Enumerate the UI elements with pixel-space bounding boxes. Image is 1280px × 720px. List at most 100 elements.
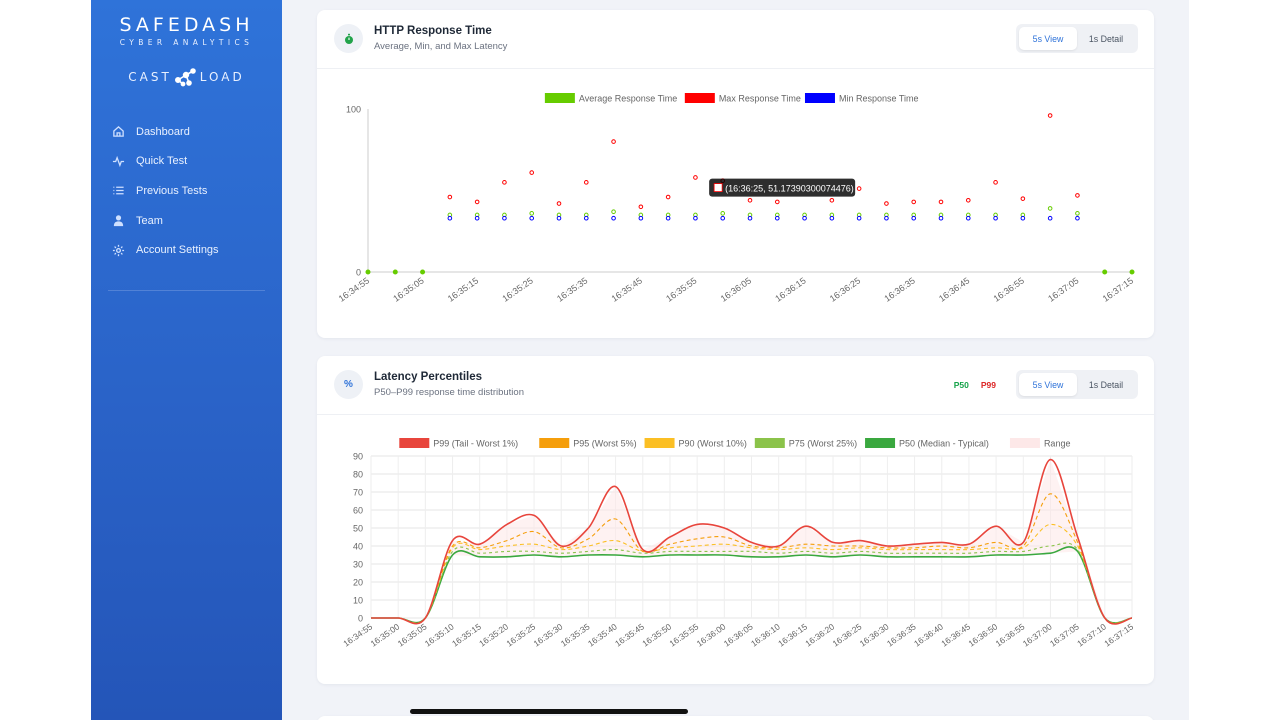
toggle-1s-detail[interactable]: 1s Detail: [1088, 379, 1124, 390]
legend-label: Average Response Time: [579, 94, 677, 104]
x-tick-label: 16:35:25: [500, 275, 534, 303]
sidebar-item-dashboard[interactable]: Dashboard: [111, 117, 271, 147]
legend-item: P99 (Tail - Worst 1%): [399, 438, 518, 449]
data-point: [965, 215, 971, 221]
y-tick-label: 100: [346, 105, 361, 115]
x-tick-label: 16:35:10: [423, 621, 456, 648]
data-point: [1129, 269, 1135, 275]
sidebar: SAFEDASH CYBER ANALYTICS CAST LOAD Dashb…: [91, 0, 282, 720]
data-point: [638, 204, 644, 210]
sidebar-item-label: Team: [136, 214, 163, 227]
stopwatch-icon: [334, 24, 363, 53]
home-indicator: [410, 709, 688, 714]
x-tick-label: 16:36:15: [773, 275, 807, 303]
x-tick-label: 16:36:30: [858, 621, 891, 648]
x-tick-label: 16:35:15: [450, 621, 483, 648]
sidebar-item-quick-test[interactable]: Quick Test: [111, 147, 271, 177]
legend-swatch: [399, 438, 430, 448]
sidebar-item-label: Account Settings: [136, 244, 219, 257]
x-tick-label: 16:37:15: [1102, 621, 1135, 648]
legend-label: Min Response Time: [839, 94, 919, 104]
data-point: [474, 199, 480, 205]
data-point: [747, 197, 753, 203]
grid-lines: [370, 455, 1133, 619]
legend-swatch: [754, 438, 785, 448]
activity-icon: [111, 154, 125, 168]
x-tick-label: 16:36:45: [939, 621, 972, 648]
response-time-chart: Average Response Time Max Response Time Mi…: [337, 93, 1135, 304]
x-tick-label: 16:37:05: [1046, 275, 1080, 303]
badge-p50: P50: [953, 380, 969, 390]
x-tick-label: 16:35:05: [396, 621, 429, 648]
data-point: [1047, 113, 1053, 118]
data-point: [474, 215, 480, 221]
legend-swatch: [539, 438, 570, 448]
data-point: [802, 215, 807, 221]
x-tick-label: 16:35:55: [664, 275, 698, 303]
x-tick-label: 16:35:45: [613, 621, 646, 648]
data-point: [638, 215, 644, 221]
legend-label: P50 (Median - Typical): [899, 439, 989, 449]
data-point: [884, 201, 889, 206]
view-toggle: 5s View 1s Detail: [1016, 370, 1138, 399]
brand-tagline: CYBER ANALYTICS: [119, 38, 254, 47]
y-tick-label: 0: [358, 614, 363, 624]
x-tick-label: 16:37:10: [1075, 621, 1108, 648]
sidebar-item-team[interactable]: Team: [111, 206, 271, 236]
x-tick-label: 16:35:25: [504, 621, 537, 648]
y-tick-label: 0: [356, 268, 361, 278]
data-point: [829, 215, 835, 221]
data-point: [1102, 269, 1108, 275]
card-subtitle: Average, Min, and Max Latency: [374, 41, 508, 52]
series-line-p99: [371, 458, 1133, 625]
data-point: [447, 215, 453, 221]
legend-item: Max Response Time: [684, 93, 801, 104]
series-line-p90: [371, 523, 1133, 624]
sidebar-item-account-settings[interactable]: Account Settings: [111, 235, 271, 265]
y-tick-label: 70: [353, 488, 363, 498]
data-point: [856, 215, 862, 221]
y-tick-label: 40: [353, 542, 363, 552]
data-point: [1047, 215, 1053, 221]
tooltip-swatch: [713, 183, 723, 192]
legend-item: Min Response Time: [804, 93, 919, 104]
x-tick-label: 16:35:55: [667, 621, 700, 648]
legend-label: Max Response Time: [719, 94, 801, 104]
legend-label: P99 (Tail - Worst 1%): [433, 439, 518, 449]
legend-swatch: [865, 438, 896, 448]
data-point: [665, 215, 671, 221]
partner-logo-left: CAST: [128, 70, 172, 84]
x-tick-label: 16:35:30: [532, 621, 565, 648]
x-tick-label: 16:35:40: [586, 621, 619, 648]
data-point: [502, 180, 507, 185]
toggle-5s-view[interactable]: 5s View: [1019, 27, 1077, 50]
x-tick-label: 16:36:40: [912, 621, 945, 648]
y-tick-label: 30: [353, 560, 363, 570]
x-tick-label: 16:36:10: [749, 621, 782, 648]
toggle-1s-detail[interactable]: 1s Detail: [1088, 33, 1124, 44]
app-frame: SAFEDASH CYBER ANALYTICS CAST LOAD Dashb…: [91, 0, 1189, 720]
sidebar-divider: [108, 290, 265, 291]
list-icon: [111, 184, 125, 198]
range-band: [371, 459, 1132, 618]
legend-item: P90 (Worst 10%): [644, 438, 747, 449]
legend-swatch: [804, 93, 835, 103]
sidebar-item-label: Dashboard: [136, 125, 190, 138]
sidebar-nav: Dashboard Quick Test Previous Tests Team…: [111, 117, 271, 265]
data-point: [611, 209, 616, 214]
x-tick-label: 16:35:15: [446, 275, 480, 303]
data-point: [556, 201, 562, 206]
data-point: [856, 186, 862, 191]
toggle-5s-view[interactable]: 5s View: [1019, 373, 1077, 396]
series-line-p50: [371, 546, 1133, 624]
card-title: HTTP Response Time: [374, 25, 492, 37]
y-tick-label: 60: [353, 506, 363, 516]
data-point: [665, 194, 671, 200]
card-header: HTTP Response Time Average, Min, and Max…: [317, 10, 1154, 69]
data-point: [1075, 215, 1080, 221]
data-point: [1075, 193, 1080, 198]
y-tick-label: 80: [353, 470, 363, 480]
data-point: [447, 194, 453, 200]
sidebar-item-previous-tests[interactable]: Previous Tests: [111, 176, 271, 206]
partner-logo-right: LOAD: [199, 70, 245, 84]
